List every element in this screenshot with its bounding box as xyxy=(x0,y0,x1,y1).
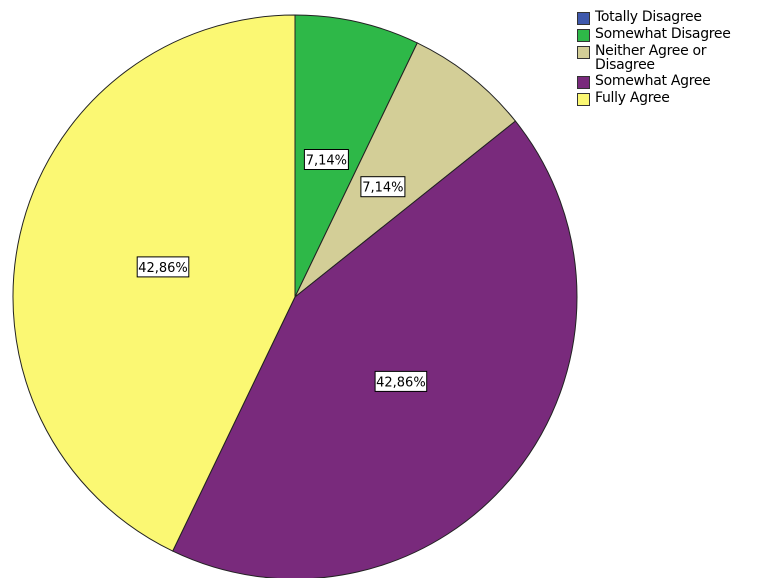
legend-label: Totally Disagree xyxy=(595,9,702,25)
pie-data-labels: 7,14% 7,14% 42,86% 42,86% xyxy=(136,149,428,392)
pie-slice-somewhat-agree xyxy=(172,120,578,578)
legend-swatch xyxy=(577,29,590,42)
data-label-text: 42,86% xyxy=(138,261,188,276)
data-label-fully-agree: 42,86% xyxy=(136,256,190,278)
pie-slice-neither-agree-or-disagree xyxy=(294,42,517,298)
chart-legend: Totally Disagree Somewhat Disagree Neither… xyxy=(577,10,761,108)
legend-swatch xyxy=(577,12,590,25)
legend-item-fully-agree: Fully Agree xyxy=(577,91,761,106)
legend-label: Somewhat Agree xyxy=(595,73,711,89)
data-label-somewhat-agree: 42,86% xyxy=(374,370,428,392)
legend-swatch xyxy=(577,76,590,89)
pie-slice-fully-agree xyxy=(12,14,296,552)
legend-item-somewhat-agree: Somewhat Agree xyxy=(577,74,761,89)
legend-item-neither-agree-or-disagree: Neither Agree or Disagree xyxy=(577,44,761,72)
legend-label: Neither Agree or Disagree xyxy=(595,43,707,73)
data-label-text: 42,86% xyxy=(376,375,426,390)
legend-label: Somewhat Disagree xyxy=(595,26,731,42)
data-label-text: 7,14% xyxy=(362,181,403,196)
data-label-somewhat-disagree: 7,14% xyxy=(303,149,349,170)
legend-swatch xyxy=(577,46,590,59)
legend-label: Fully Agree xyxy=(595,90,670,106)
pie-slice-somewhat-disagree xyxy=(294,14,418,298)
legend-swatch xyxy=(577,93,590,106)
pie-slices xyxy=(12,14,578,578)
legend-item-totally-disagree: Totally Disagree xyxy=(577,10,761,25)
data-label-neither-agree-or-disagree: 7,14% xyxy=(360,176,406,198)
data-label-text: 7,14% xyxy=(306,154,347,169)
legend-item-somewhat-disagree: Somewhat Disagree xyxy=(577,27,761,42)
